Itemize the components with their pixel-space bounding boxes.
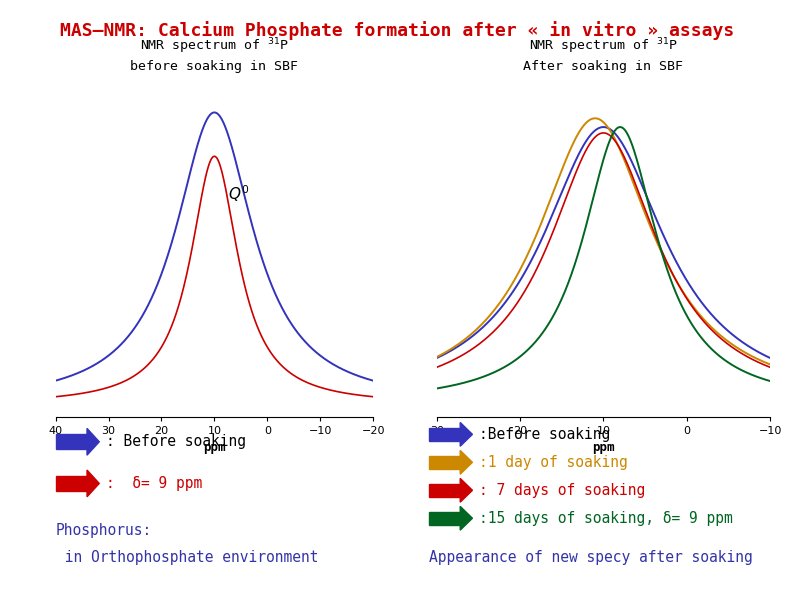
Text: :Before soaking: :Before soaking	[479, 427, 610, 442]
Title: NMR spectrum of $^{31}$P
before soaking in SBF: NMR spectrum of $^{31}$P before soaking …	[130, 37, 299, 73]
Text: MAS–NMR: Calcium Phosphate formation after « in vitro » assays: MAS–NMR: Calcium Phosphate formation aft…	[60, 21, 734, 40]
Text: : 7 days of soaking: : 7 days of soaking	[479, 483, 645, 498]
Title: NMR spectrum of $^{31}$P
After soaking in SBF: NMR spectrum of $^{31}$P After soaking i…	[523, 37, 684, 73]
Text: : Before soaking: : Before soaking	[106, 434, 245, 449]
Text: Phosphorus:: Phosphorus:	[56, 524, 152, 538]
Text: :1 day of soaking: :1 day of soaking	[479, 455, 627, 470]
Text: :  δ= 9 ppm: : δ= 9 ppm	[106, 476, 202, 491]
X-axis label: ppm: ppm	[592, 441, 615, 454]
Text: $Q^0$: $Q^0$	[228, 183, 249, 204]
Text: Appearance of new specy after soaking: Appearance of new specy after soaking	[429, 550, 753, 565]
Text: in Orthophosphate environment: in Orthophosphate environment	[56, 550, 318, 565]
Text: :15 days of soaking, δ= 9 ppm: :15 days of soaking, δ= 9 ppm	[479, 511, 733, 526]
X-axis label: ppm: ppm	[203, 441, 225, 454]
